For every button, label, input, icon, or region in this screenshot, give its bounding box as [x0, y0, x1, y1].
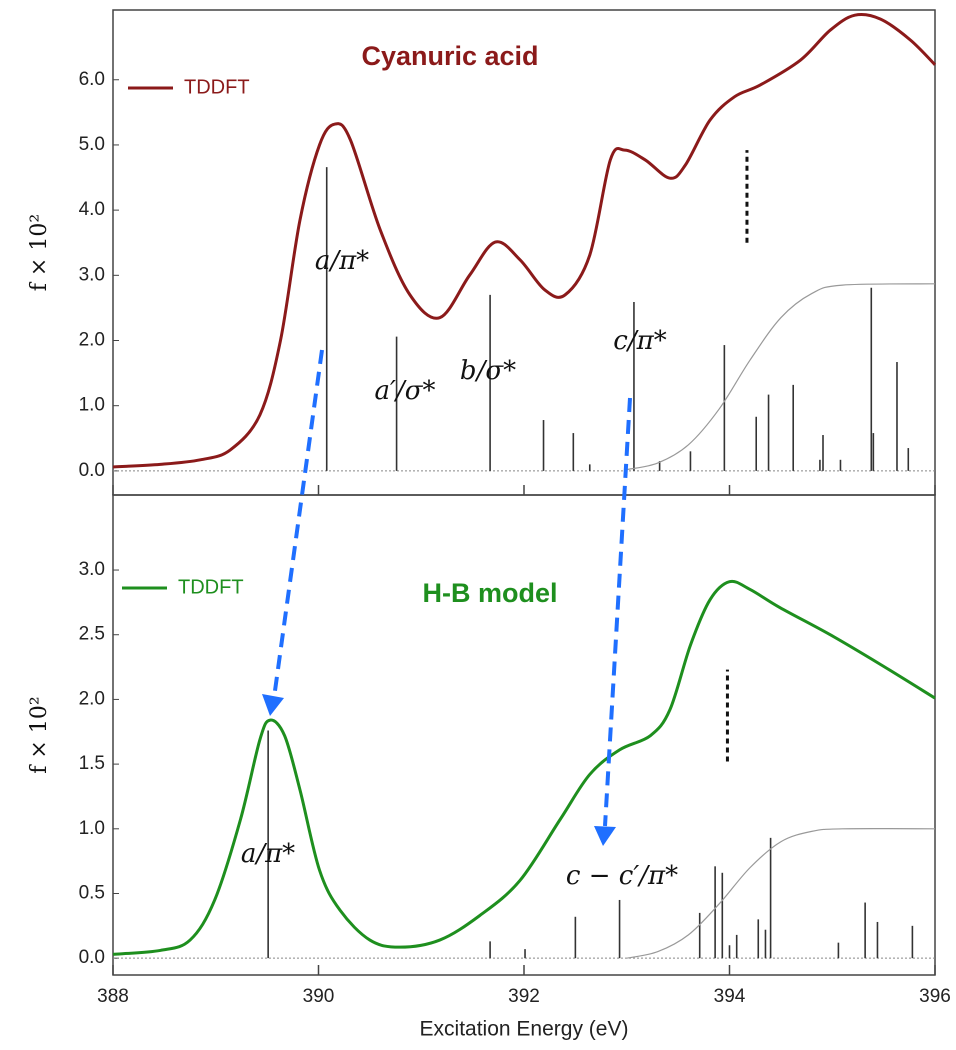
y-tick-label: 2.5	[79, 624, 105, 645]
y-tick-label: 0.0	[79, 947, 105, 968]
x-tick-label: 392	[508, 986, 540, 1007]
arrow-head	[262, 694, 284, 716]
y-tick-label: 3.0	[79, 559, 105, 580]
y-tick-label: 4.0	[79, 199, 105, 220]
arrow-c	[603, 397, 632, 827]
transition-annotation: a′/σ*	[375, 376, 436, 406]
arrow-heads	[262, 694, 616, 846]
legend-label: TDDFT	[178, 576, 244, 598]
x-tick-label: 390	[303, 986, 335, 1007]
transition-annotation: a/π*	[241, 839, 295, 869]
y-tick-label: 0.0	[79, 460, 105, 481]
chart-title: H-B model	[423, 578, 558, 608]
transition-annotation: c/π*	[613, 326, 666, 356]
correlation-arrows	[272, 349, 632, 827]
ionization-edge	[626, 283, 936, 471]
y-tick-label: 5.0	[79, 134, 105, 155]
y-tick-label: 1.0	[79, 395, 105, 416]
legend-label: TDDFT	[184, 76, 250, 98]
transition-annotation: b/σ*	[460, 356, 516, 386]
spectrum-curve	[112, 12, 937, 469]
spectrum-curve	[112, 579, 936, 956]
y-tick-label: 1.0	[79, 818, 105, 839]
y-tick-label: 6.0	[79, 69, 105, 90]
y-tick-label: 1.5	[79, 753, 105, 774]
arrow-head	[594, 826, 616, 846]
x-tick-label: 388	[97, 986, 129, 1007]
transition-annotation: a/π*	[315, 246, 369, 276]
y-tick-label: 2.0	[79, 330, 105, 351]
x-tick-label: 394	[714, 986, 746, 1007]
y-axis-label: f × 10²	[27, 696, 52, 773]
ionization-edge	[626, 828, 936, 959]
y-tick-label: 0.5	[79, 883, 105, 904]
x-tick-label: 396	[919, 986, 951, 1007]
chart-title: Cyanuric acid	[361, 41, 538, 71]
transition-annotation: c − c′/π*	[566, 861, 678, 891]
y-tick-label: 2.0	[79, 688, 105, 709]
x-axis-label: Excitation Energy (eV)	[420, 1018, 629, 1041]
plot-frame	[112, 494, 936, 976]
arrow-a	[272, 349, 324, 699]
y-axis-label: f × 10²	[27, 214, 52, 291]
y-tick-label: 3.0	[79, 264, 105, 285]
